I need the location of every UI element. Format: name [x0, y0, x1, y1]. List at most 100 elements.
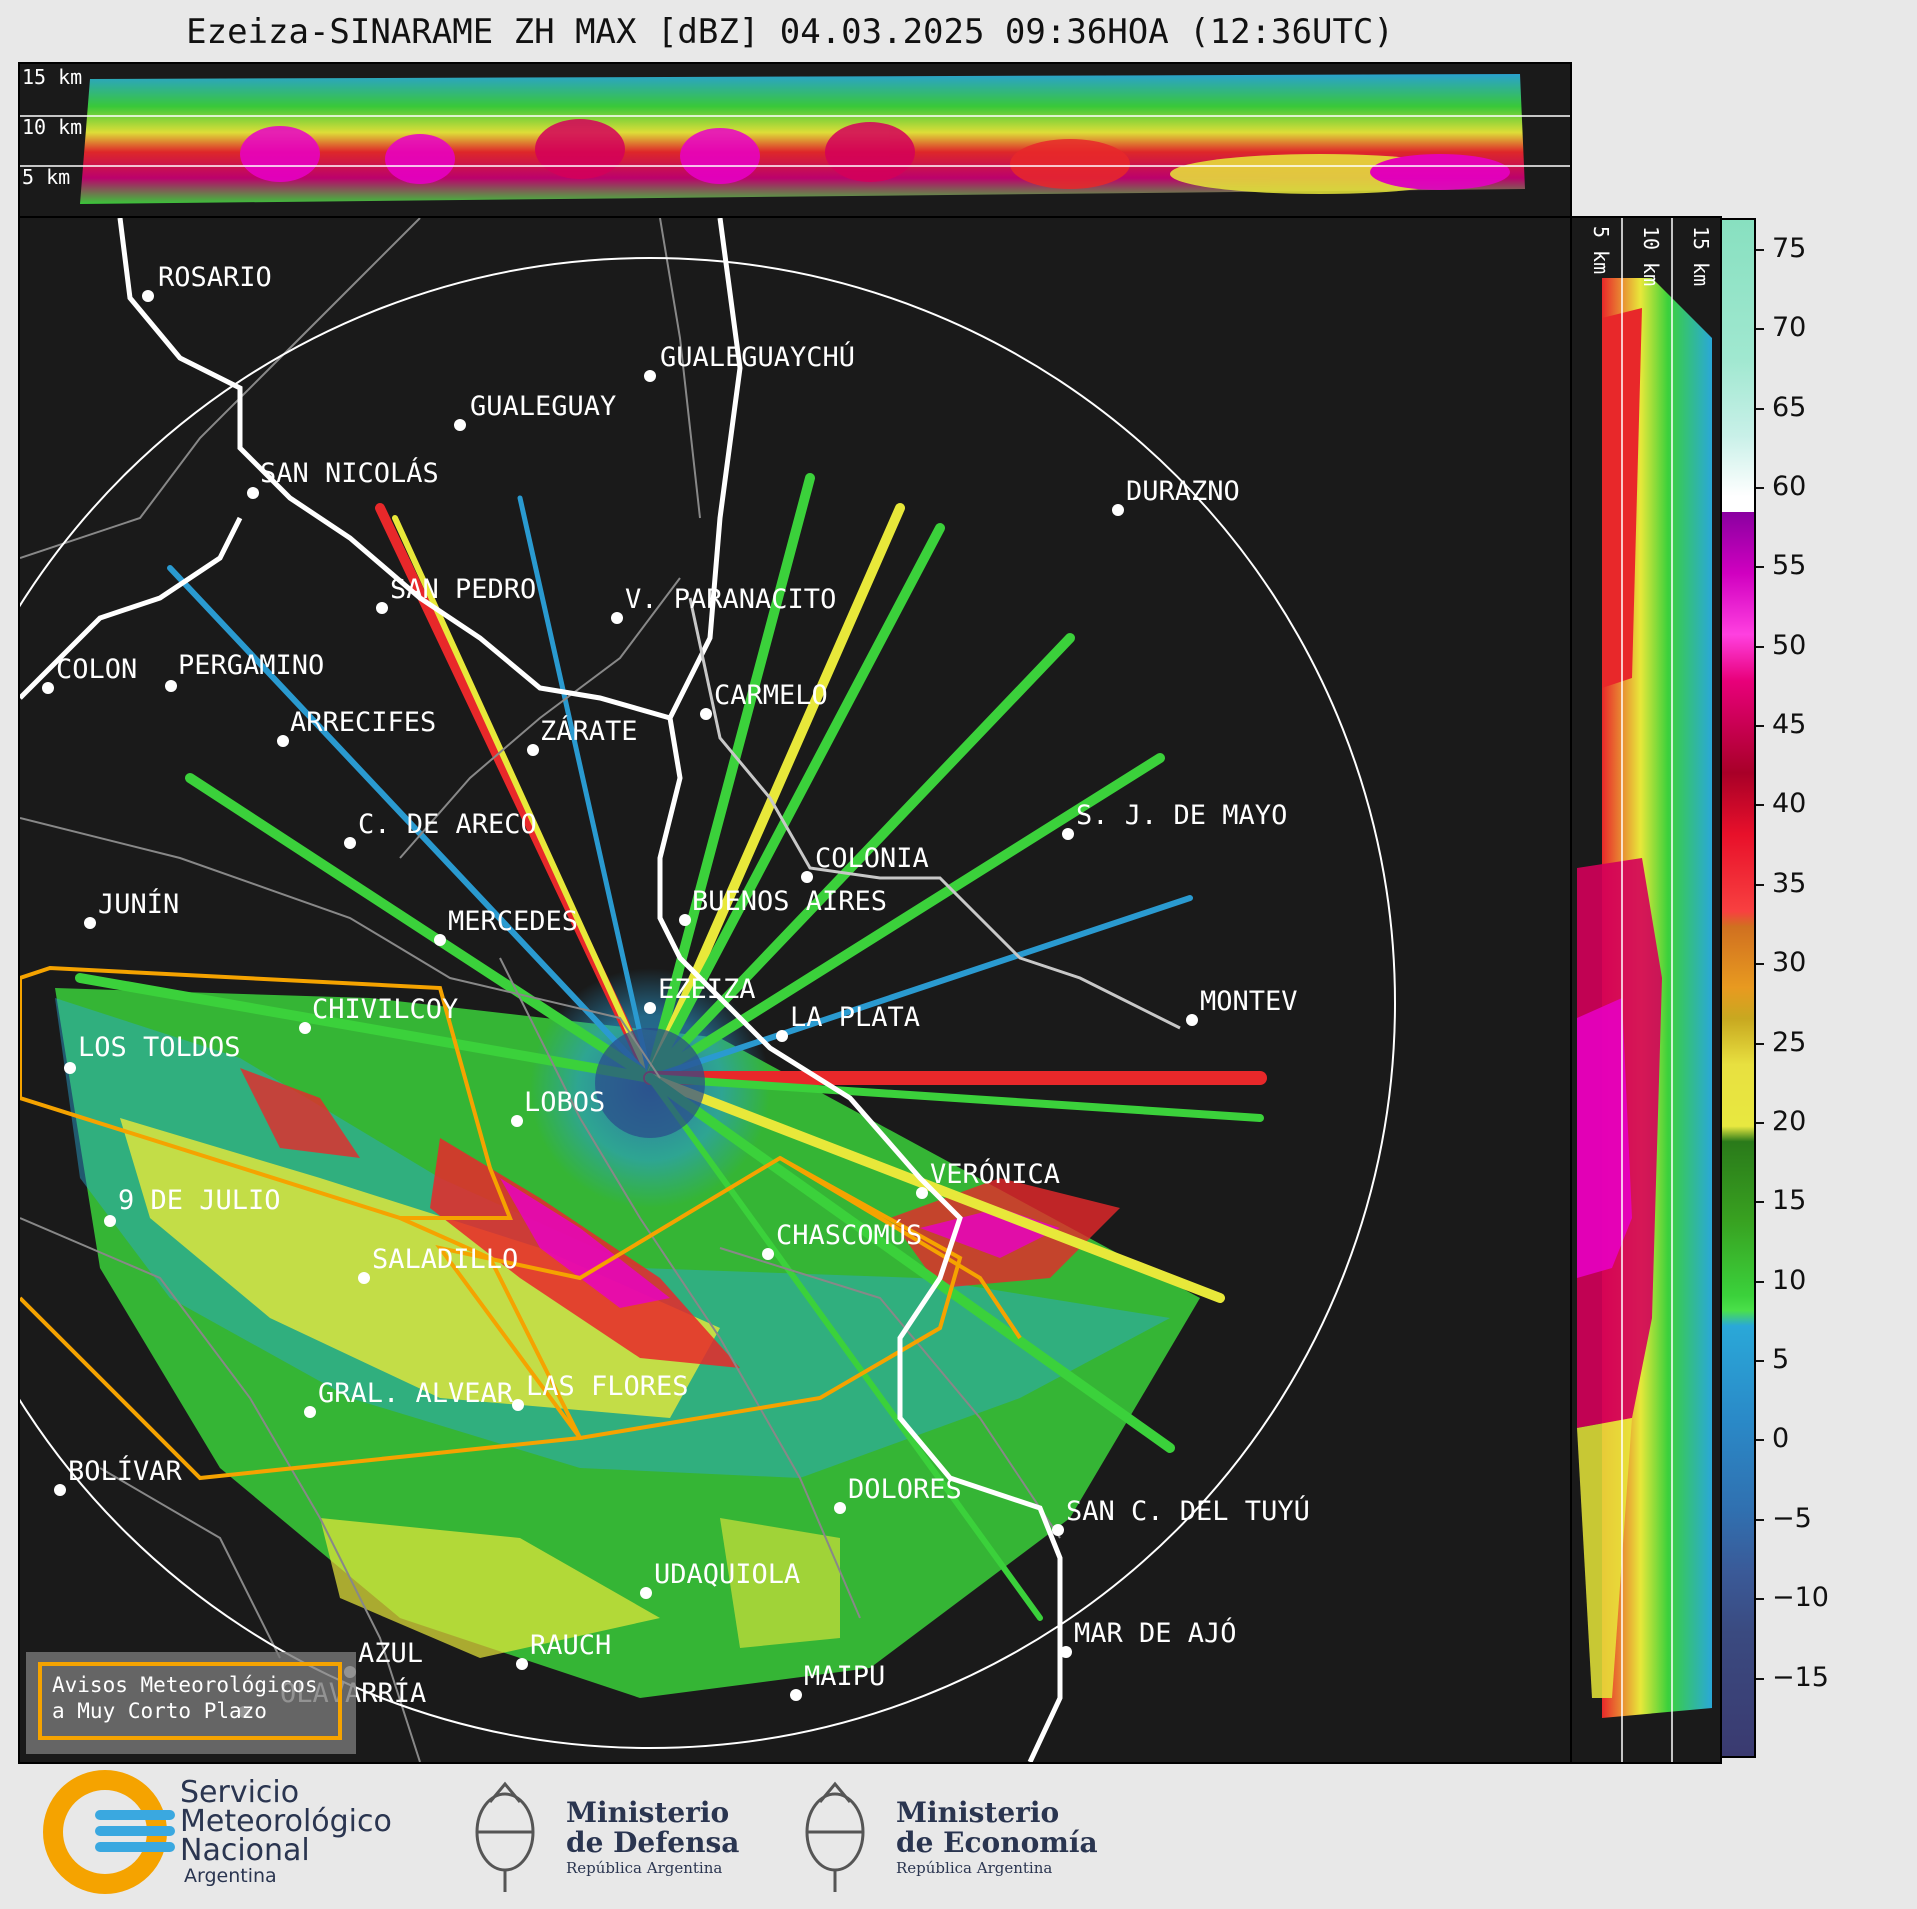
defensa-line1: Ministerio — [566, 1796, 730, 1829]
city-label-los-toldos: LOS TOLDOS — [78, 1032, 241, 1063]
colorbar-tick-label: 5 — [1772, 1344, 1790, 1376]
colorbar-tick-label: 75 — [1772, 232, 1807, 264]
economia-line3: República Argentina — [896, 1859, 1053, 1877]
range-ring — [20, 257, 1396, 1749]
smn-line3: Nacional — [180, 1833, 310, 1868]
colorbar-tick-label: −10 — [1772, 1582, 1829, 1614]
warning-box-frame[interactable]: Avisos Meteorológicos a Muy Corto Plazo — [38, 1662, 342, 1740]
city-label-dolores: DOLORES — [848, 1474, 962, 1505]
city-label-la-plata: LA PLATA — [790, 1002, 920, 1033]
smn-line1: Servicio — [180, 1775, 300, 1810]
dbz-colorbar — [1720, 218, 1756, 1758]
colorbar-tick-mark — [1756, 645, 1764, 648]
colorbar-tick-label: 60 — [1772, 470, 1807, 502]
colorbar-tick-mark — [1756, 1360, 1764, 1363]
warning-box-line2: a Muy Corto Plazo — [52, 1699, 267, 1723]
city-label-rosario: ROSARIO — [158, 262, 272, 293]
economia-logo-text: Ministerio de Economía República Argenti… — [896, 1798, 1098, 1878]
city-label-lobos: LOBOS — [524, 1087, 605, 1118]
colorbar-tick-label: 0 — [1772, 1423, 1790, 1455]
colorbar-tick-label: 45 — [1772, 709, 1807, 741]
side-height-label-5: 5 km — [1589, 226, 1613, 274]
footer: Servicio Meteorológico Nacional Argentin… — [0, 1762, 1917, 1909]
colorbar-tick-label: 70 — [1772, 312, 1807, 344]
colorbar-tick-label: −5 — [1772, 1502, 1812, 1534]
colorbar-tick-mark — [1756, 725, 1764, 728]
top-height-label-10: 10 km — [22, 115, 82, 139]
city-label-mar-de-ajo: MAR DE AJÓ — [1074, 1617, 1237, 1649]
smn-line4: Argentina — [184, 1865, 277, 1887]
warning-box-line1: Avisos Meteorológicos — [52, 1673, 318, 1697]
colorbar-tick-mark — [1756, 883, 1764, 886]
city-label-las-flores: LAS FLORES — [526, 1371, 689, 1402]
colorbar-tick-mark — [1756, 566, 1764, 569]
colorbar-tick-mark — [1756, 1598, 1764, 1601]
economia-line1: Ministerio — [896, 1796, 1060, 1829]
city-label-durazno: DURAZNO — [1126, 476, 1240, 507]
city-label-mercedes: MERCEDES — [448, 906, 578, 937]
defensa-line2: de Defensa — [566, 1826, 740, 1859]
radar-map: ROSARIO GUALEGUAYCHÚ GUALEGUAY SAN NICOL… — [20, 218, 1396, 1762]
city-label-san-nicolas: SAN NICOLÁS — [260, 457, 439, 489]
city-label-chascomus: CHASCOMÚS — [776, 1219, 922, 1251]
city-label-colonia: COLONIA — [815, 843, 929, 874]
colorbar-tick-label: −15 — [1772, 1661, 1829, 1693]
colorbar-tick-label: 40 — [1772, 788, 1807, 820]
city-label-zarate: ZÁRATE — [540, 715, 638, 747]
colorbar-tick-mark — [1756, 1121, 1764, 1124]
city-label-rauch: RAUCH — [530, 1630, 611, 1661]
city-label-gualeguaychu: GUALEGUAYCHÚ — [660, 341, 855, 373]
colorbar-tick-label: 30 — [1772, 947, 1807, 979]
coastline — [20, 218, 1181, 1762]
city-label-saladillo: SALADILLO — [372, 1244, 518, 1275]
colorbar-tick-mark — [1756, 804, 1764, 807]
side-cross-section-panel: 5 km 10 km 15 km — [1570, 216, 1722, 1764]
colorbar-tick-mark — [1756, 486, 1764, 489]
colorbar-tick-label: 50 — [1772, 629, 1807, 661]
warning-polygons — [20, 965, 1022, 1481]
city-label-chivilcoy: CHIVILCOY — [312, 994, 458, 1025]
side-cross-section: 5 km 10 km 15 km — [1577, 218, 1713, 1762]
city-label-bolivar: BOLÍVAR — [68, 1455, 183, 1487]
city-label-san-c-del-tuyu: SAN C. DEL TUYÚ — [1066, 1495, 1310, 1527]
argentina-seal-icon-economia — [805, 1781, 865, 1892]
colorbar-tick-mark — [1756, 407, 1764, 410]
city-label-junin: JUNÍN — [98, 888, 179, 920]
city-label-v-paranacito: V. PARANACITO — [625, 584, 836, 615]
warning-box[interactable]: Avisos Meteorológicos a Muy Corto Plazo — [26, 1652, 356, 1754]
colorbar-tick-mark — [1756, 248, 1764, 251]
city-label-maipu: MAIPU — [804, 1661, 885, 1692]
city-markers: ROSARIO GUALEGUAYCHÚ GUALEGUAY SAN NICOL… — [42, 262, 1310, 1718]
colorbar-tick-mark — [1756, 1518, 1764, 1521]
colorbar-tick-label: 25 — [1772, 1026, 1807, 1058]
city-label-colon: COLON — [56, 654, 137, 685]
city-label-s-j-de-mayo: S. J. DE MAYO — [1076, 800, 1287, 831]
radar-beams — [75, 473, 1267, 1621]
side-height-label-10: 10 km — [1639, 226, 1663, 286]
top-height-label-15: 15 km — [22, 65, 82, 89]
city-label-arrecifes: ARRECIFES — [290, 707, 436, 738]
city-label-udaquiola: UDAQUIOLA — [654, 1559, 800, 1590]
city-label-c-de-areco: C. DE ARECO — [358, 809, 537, 840]
city-label-gral-alvear: GRAL. ALVEAR — [318, 1378, 514, 1409]
city-label-gualeguay: GUALEGUAY — [470, 391, 616, 422]
top-cross-section-panel: 15 km 10 km 5 km — [18, 62, 1572, 218]
colorbar-tick-mark — [1756, 1280, 1764, 1283]
city-label-pergamino: PERGAMINO — [178, 650, 324, 681]
colorbar-tick-label: 55 — [1772, 550, 1807, 582]
page-title: Ezeiza-SINARAME ZH MAX [dBZ] 04.03.2025 … — [186, 12, 1394, 52]
smn-logo-text: Servicio Meteorológico Nacional Argentin… — [180, 1775, 392, 1888]
city-label-veronica: VERÓNICA — [930, 1158, 1060, 1190]
colorbar-tick-mark — [1756, 1042, 1764, 1045]
top-height-label-5: 5 km — [22, 165, 70, 189]
colorbar-tick-label: 10 — [1772, 1264, 1807, 1296]
colorbar-tick-mark — [1756, 328, 1764, 331]
argentina-seal-icon-defensa — [475, 1781, 535, 1892]
defensa-line3: República Argentina — [566, 1859, 723, 1877]
footer-logos — [43, 1770, 865, 1894]
defensa-logo-text: Ministerio de Defensa República Argentin… — [566, 1798, 739, 1878]
colorbar-tick-label: 15 — [1772, 1185, 1807, 1217]
colorbar-tick-label: 20 — [1772, 1105, 1807, 1137]
economia-line2: de Economía — [896, 1826, 1098, 1859]
city-label-san-pedro: SAN PEDRO — [390, 574, 536, 605]
